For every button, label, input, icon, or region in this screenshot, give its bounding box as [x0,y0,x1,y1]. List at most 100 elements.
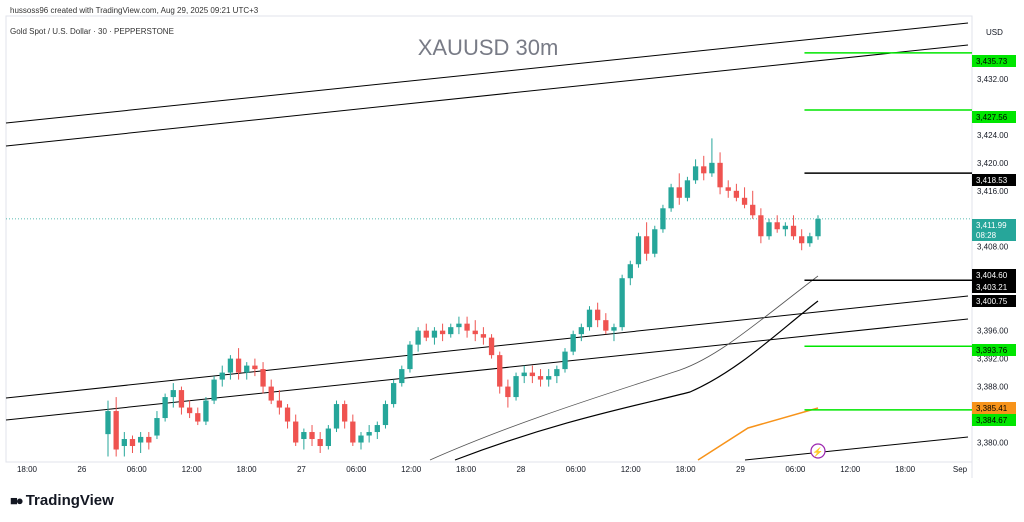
candle-body [154,418,160,436]
candle-body [178,390,185,408]
symbol-info[interactable]: Gold Spot / U.S. Dollar · 30 · PEPPERSTO… [10,27,174,36]
candle [129,435,136,454]
candle-body [121,439,127,447]
candle [611,323,617,342]
candle-body [529,372,536,377]
price-label-countdown: 08:28 [976,231,997,240]
y-tick-label: 3,392.00 [977,355,1009,364]
candle [586,306,593,331]
candle [570,330,576,356]
candle-body [464,323,470,331]
candle-body [701,166,707,174]
candle [456,316,462,335]
candle [799,229,805,251]
price-label-value: 3,384.67 [976,416,1008,425]
price-label-value: 3,403.21 [976,283,1008,292]
candle [333,400,340,433]
price-label-black: 3,404.60 [972,269,1016,281]
candle [684,176,691,202]
candle-body [692,166,699,181]
candle [244,362,250,380]
candle [497,351,503,394]
candle [603,313,609,335]
x-tick-label: Sep [953,465,968,474]
moving-average-fast [429,275,819,461]
candle [480,327,487,345]
price-label-orange: 3,385.41 [972,402,1016,414]
candle-body [570,334,576,352]
candle [203,397,209,426]
candle-body [219,372,225,380]
candle-body [195,413,201,422]
candle [537,369,544,387]
price-labels: 3,435.733,427.563,418.533,411.9908:283,4… [972,55,1016,426]
y-axis-ticks: 3,380.00 3,388.00 3,392.00 3,396.00 3,408.00… [977,75,1009,448]
brand-name: TradingView [25,492,114,509]
y-tick-label: 3,420.00 [977,159,1009,168]
candle-body [293,421,299,443]
candle [627,260,633,286]
candle-body [733,190,740,198]
candle-body [113,411,119,450]
svg-text:⚡: ⚡ [812,446,823,458]
tradingview-logo-icon: ■● [10,493,24,508]
candle-body [325,428,331,447]
candle [252,358,258,377]
candle-body [554,369,560,377]
lower-channel-bottom-line [5,318,969,421]
candle [317,432,323,454]
candle-body [276,400,283,408]
candle [374,421,380,440]
chart-watermark: XAUUSD 30m [418,35,559,60]
candle-body [807,236,813,244]
candle-body [211,379,217,401]
price-label-value: 3,435.73 [976,57,1008,66]
candle-body [472,330,478,335]
y-tick-label: 3,396.00 [977,327,1009,336]
x-tick-label: 18:00 [676,465,697,474]
candle [701,155,707,181]
candle [554,365,560,384]
x-tick-label: 12:00 [182,465,203,474]
candle [293,414,299,447]
x-tick-label: 29 [736,465,745,474]
candle-body [488,337,495,356]
candle [717,152,723,195]
candle-body [105,411,111,435]
candle-body [129,439,136,447]
price-label-black: 3,400.75 [972,295,1016,307]
candle-body [480,334,487,338]
candle-body [423,330,429,338]
tradingview-brand[interactable]: ■● TradingView [10,492,114,509]
candle [619,274,625,331]
candle [350,414,356,447]
candle [342,400,348,429]
candle [113,397,119,457]
candle [766,218,772,240]
candle [652,225,658,258]
candle [464,316,470,338]
candle-body [660,208,666,230]
candle [546,369,552,387]
candle [235,348,242,380]
x-tick-label: 12:00 [621,465,642,474]
candle [513,372,519,401]
candle-body [309,432,315,440]
x-tick-label: 26 [77,465,86,474]
x-tick-label: 12:00 [401,465,422,474]
y-tick-label: 3,432.00 [977,75,1009,84]
candle-body [586,309,593,328]
candle-body [537,376,544,380]
candle [595,302,601,328]
candle [219,365,225,387]
y-tick-label: 3,408.00 [977,243,1009,252]
candle [178,386,185,415]
candle [505,379,511,408]
candle-body [815,218,821,237]
candle [121,432,127,457]
candle-body [799,236,805,244]
candle [382,400,389,429]
price-label-green: 3,427.56 [972,111,1016,123]
candle [105,400,111,457]
